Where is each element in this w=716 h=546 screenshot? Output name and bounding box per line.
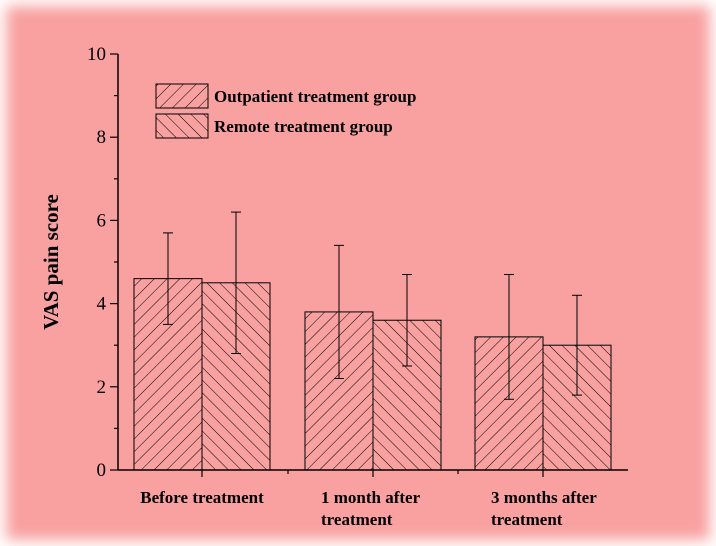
x-category-label: treatment: [321, 510, 393, 529]
y-tick-label: 8: [97, 127, 107, 148]
legend-swatch: [155, 113, 209, 139]
x-category-label: treatment: [491, 510, 563, 529]
axes-layer: 0 2 4 6 8 10 Before treatment 1 month after trea…: [87, 44, 628, 529]
legend-label: Remote treatment group: [214, 117, 393, 136]
bars-layer: [133, 211, 612, 471]
x-category-label: 3 months after: [491, 488, 597, 507]
y-tick-label: 2: [97, 377, 107, 398]
legend: Outpatient treatment group Remote treatme…: [155, 83, 416, 139]
y-tick-label: 0: [97, 460, 107, 481]
y-tick-label: 10: [87, 44, 106, 65]
x-category-label: Before treatment: [140, 488, 264, 507]
legend-label: Outpatient treatment group: [214, 87, 416, 106]
legend-swatch: [155, 83, 209, 109]
x-category-label: 1 month after: [321, 488, 421, 507]
y-axis-label: VAS pain score: [39, 194, 63, 330]
y-tick-label: 4: [97, 294, 107, 315]
y-tick-label: 6: [97, 210, 107, 231]
